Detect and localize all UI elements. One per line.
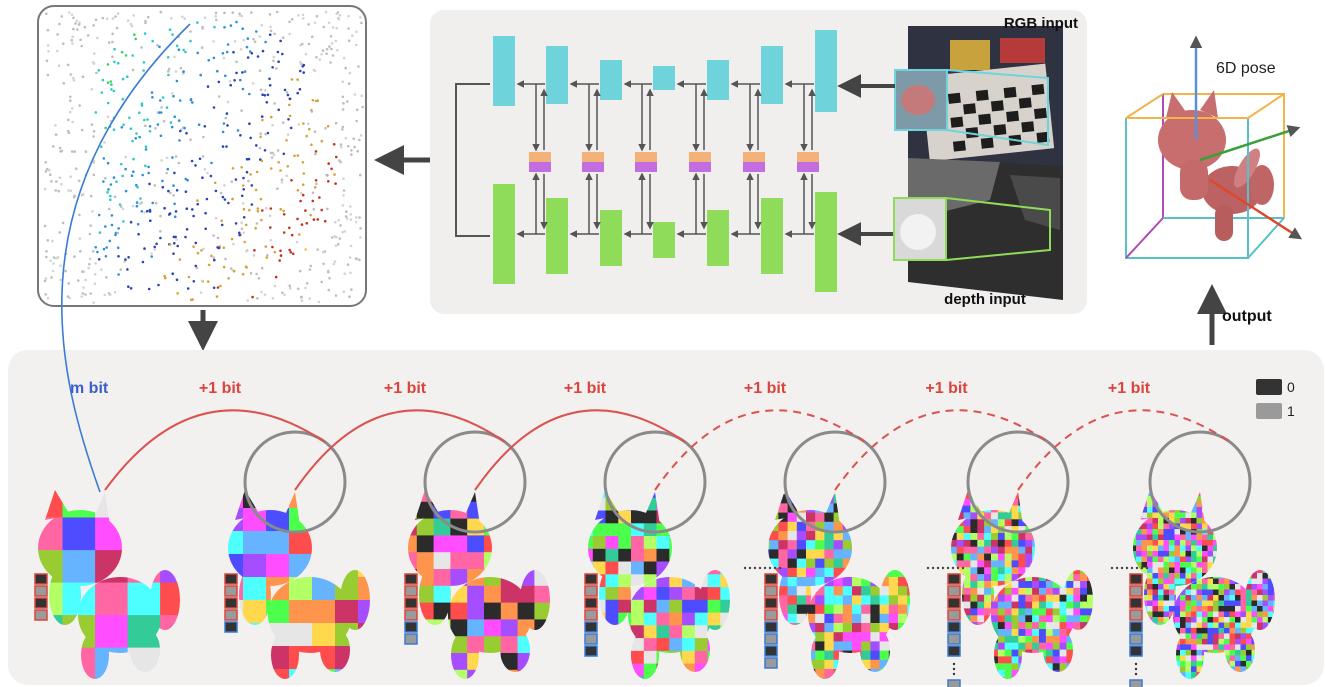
zoom-circle	[603, 430, 707, 534]
bit-arc	[654, 409, 866, 491]
ellipsis-dot	[763, 566, 767, 570]
decoder-block	[653, 222, 675, 258]
decoder-block	[707, 210, 729, 266]
fusion-bottom	[635, 162, 657, 172]
decoder-block	[815, 192, 837, 292]
ellipsis-dot	[1120, 566, 1124, 570]
ellipsis-dot	[753, 566, 757, 570]
m-bit-label: m bit	[70, 380, 109, 397]
ellipsis-dot	[1110, 566, 1114, 570]
rgb-photo-icon	[894, 26, 1063, 166]
ellipsis-dot	[941, 566, 945, 570]
ellipsis-dot	[1135, 566, 1139, 570]
ellipsis-dot	[936, 566, 940, 570]
network-panel: RGB input depth input	[430, 10, 1087, 314]
encoder-block	[493, 36, 515, 106]
bit-arc	[1017, 409, 1231, 491]
decoder-block	[493, 184, 515, 284]
pose-label: 6D pose	[1216, 60, 1276, 77]
fusion-bottom	[743, 162, 765, 172]
plus-one-bit-label: +1 bit	[384, 380, 427, 397]
fusion-top	[582, 152, 604, 162]
encoder-block	[653, 66, 675, 90]
ellipsis-dot	[1145, 566, 1149, 570]
depth-input-label: depth input	[944, 291, 1026, 308]
bit-arc	[474, 409, 686, 491]
plus-one-bit-label: +1 bit	[199, 380, 242, 397]
fusion-top	[529, 152, 551, 162]
bit-arc	[294, 409, 506, 491]
ellipsis-dot	[1130, 566, 1134, 570]
fusion-top	[797, 152, 819, 162]
zoom-circle	[966, 430, 1070, 534]
bit-legend: 0 1	[1256, 379, 1295, 419]
ellipsis-dot	[931, 566, 935, 570]
ellipsis-dot	[773, 566, 777, 570]
legend-label-1: 1	[1287, 403, 1295, 419]
pose-box-icon	[1125, 35, 1303, 259]
encoder-block	[815, 30, 837, 112]
depth-photo-icon	[893, 158, 1063, 300]
fusion-top	[743, 152, 765, 162]
plus-one-bit-label: +1 bit	[1108, 380, 1151, 397]
zoom-circle	[243, 430, 347, 534]
fusion-bottom	[797, 162, 819, 172]
plus-one-bit-label: +1 bit	[925, 380, 968, 397]
encoder-block	[546, 46, 568, 104]
ellipsis-dot	[1115, 566, 1119, 570]
ellipsis-dot	[961, 566, 965, 570]
zoom-circle	[1148, 430, 1252, 534]
bit-arc	[834, 409, 1049, 491]
legend-swatch-0	[1256, 379, 1282, 395]
decoder-block	[600, 210, 622, 266]
ellipsis-dot	[946, 566, 950, 570]
decoder-block	[761, 198, 783, 274]
plus-one-bit-label: +1 bit	[564, 380, 607, 397]
encoder-block	[600, 60, 622, 100]
ellipsis-dot	[951, 566, 955, 570]
ellipsis-dot	[778, 566, 782, 570]
zoom-circle	[783, 430, 887, 534]
ellipsis-dot	[748, 566, 752, 570]
ellipsis-dot	[743, 566, 747, 570]
rgb-input-label: RGB input	[1004, 15, 1078, 32]
skip-loop	[455, 83, 490, 237]
fusion-top	[635, 152, 657, 162]
output-label: output	[1222, 308, 1272, 325]
encoder-block	[707, 60, 729, 100]
fusion-bottom	[529, 162, 551, 172]
ellipsis-dot	[768, 566, 772, 570]
fusion-bottom	[582, 162, 604, 172]
bit-arc	[104, 409, 326, 491]
ellipsis-dot	[758, 566, 762, 570]
ellipsis-dot	[956, 566, 960, 570]
legend-label-0: 0	[1287, 379, 1295, 395]
plus-one-bit-label: +1 bit	[744, 380, 787, 397]
point-cloud-icon	[43, 10, 365, 305]
point-cloud-panel	[37, 5, 367, 307]
fusion-bottom	[689, 162, 711, 172]
decoder-block	[546, 198, 568, 274]
encoder-block	[761, 46, 783, 104]
zoom-circle	[423, 430, 527, 534]
ellipsis-dot	[926, 566, 930, 570]
fusion-top	[689, 152, 711, 162]
legend-swatch-1	[1256, 403, 1282, 419]
ellipsis-dot	[1140, 566, 1144, 570]
m-bit-arc	[61, 23, 191, 493]
ellipsis-dot	[1125, 566, 1129, 570]
